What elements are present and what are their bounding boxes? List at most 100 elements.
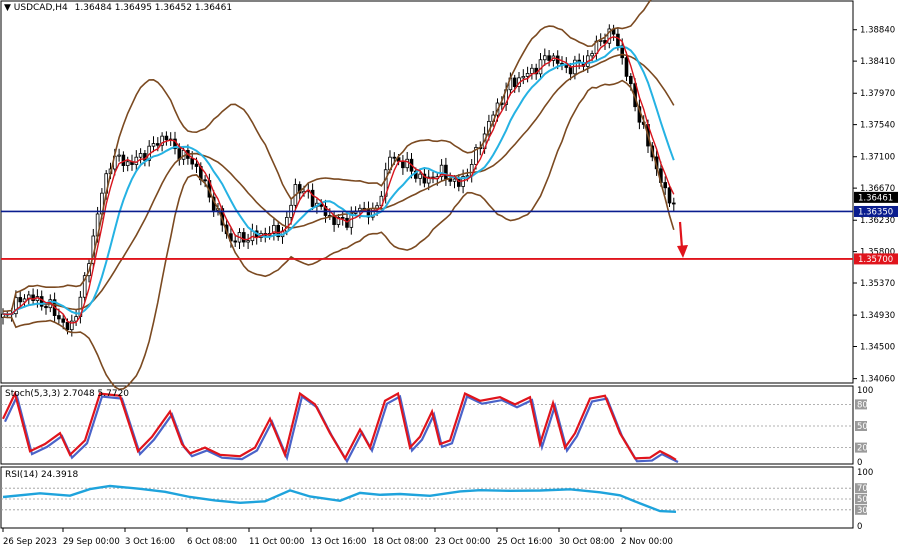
candle-body <box>246 240 250 243</box>
rsi-tick-label: 70 <box>857 484 868 494</box>
candle-body <box>117 154 121 157</box>
stoch-tick-label: 80 <box>857 400 868 410</box>
main-pane[interactable] <box>0 0 854 384</box>
rsi-level-tag <box>855 483 867 494</box>
candle-body <box>332 216 336 225</box>
candle-body <box>672 202 676 205</box>
bollinger-lower <box>2 79 675 391</box>
stoch-main-line <box>2 390 677 461</box>
candle-body <box>70 320 74 331</box>
forecast-arrow-head <box>677 245 688 258</box>
rsi-pane[interactable] <box>0 466 854 529</box>
price-tag-label: 1.36350 <box>858 208 893 218</box>
forecast-arrow-shaft <box>678 221 684 249</box>
ohlc-values: 1.36484 1.36495 1.36452 1.36461 <box>74 3 233 13</box>
candle-body <box>18 297 22 303</box>
candle-body <box>624 57 629 77</box>
stoch-label: Stoch(5,3,3) 2.7048 5.7720 <box>5 389 130 399</box>
candle-body <box>82 275 87 298</box>
price-tick-label: 1.36230 <box>860 216 895 226</box>
candle-body <box>452 178 457 182</box>
stoch-level-tag <box>855 421 867 431</box>
time-tick-label: 18 Oct 08:00 <box>373 537 428 547</box>
candle-body <box>474 147 478 165</box>
candle-body <box>310 189 315 207</box>
candle-body <box>590 53 594 57</box>
time-tick-label: 6 Oct 08:00 <box>187 537 237 547</box>
candle-body <box>616 33 620 47</box>
price-tick-label: 1.34930 <box>860 311 895 321</box>
candle-body <box>439 164 444 178</box>
price-tag-label: 1.35700 <box>858 255 893 265</box>
slow-ma-line <box>2 45 675 316</box>
candle-body <box>190 158 195 165</box>
candle-body <box>444 164 448 180</box>
candle-body <box>525 73 530 77</box>
price-tick-label: 1.34500 <box>860 343 895 353</box>
stoch-level-tag <box>855 442 867 453</box>
candle-body <box>164 135 169 141</box>
time-tick-label: 30 Oct 08:00 <box>559 537 614 547</box>
candle-body <box>241 232 246 243</box>
candle-body <box>426 176 431 184</box>
time-tick-label: 3 Oct 16:00 <box>125 537 175 547</box>
rsi-tick-label: 0 <box>857 522 862 532</box>
candle-body <box>297 184 302 194</box>
stoch-tick-label: 0 <box>857 458 862 468</box>
candle-body <box>160 135 164 146</box>
candle-body <box>663 182 667 189</box>
price-tick-label: 1.38840 <box>860 26 895 36</box>
candle-body <box>155 143 160 146</box>
rsi-tick-label: 100 <box>857 468 873 478</box>
candle-body <box>667 187 672 204</box>
time-tick-label: 23 Oct 00:00 <box>435 537 490 547</box>
price-tick-label: 1.34060 <box>860 375 895 385</box>
rsi-tick-label: 30 <box>857 506 868 516</box>
candle-body <box>405 158 409 169</box>
candle-body <box>568 67 573 75</box>
candle-body <box>151 143 156 147</box>
rsi-tick-label: 50 <box>857 495 868 505</box>
symbol-label: USDCAD,H4 <box>13 3 68 13</box>
candle-body <box>65 321 70 331</box>
price-tag <box>854 205 898 217</box>
fast-ma-line <box>2 35 675 324</box>
rsi-line <box>2 484 677 513</box>
candle-body <box>521 76 526 79</box>
stoch-tick-label: 100 <box>857 386 873 396</box>
candle-body <box>203 179 207 182</box>
candle-body <box>340 217 345 219</box>
candle-body <box>629 75 633 85</box>
candle-body <box>547 55 551 61</box>
candle-body <box>620 45 624 59</box>
candle-body <box>31 294 35 301</box>
time-tick-label: 25 Oct 16:00 <box>497 537 552 547</box>
candle-body <box>44 305 48 309</box>
price-tag-label: 1.36461 <box>858 194 893 204</box>
candle-body <box>57 315 61 320</box>
time-tick-label: 2 Nov 00:00 <box>621 537 673 547</box>
candle-body <box>607 28 612 44</box>
candle-body <box>345 217 349 228</box>
stoch-tick-label: 50 <box>857 422 868 432</box>
candle-body <box>233 240 238 243</box>
candle-body <box>401 160 405 169</box>
candle-body <box>194 163 199 167</box>
time-tick-label: 11 Oct 00:00 <box>249 537 304 547</box>
bollinger-middle <box>2 53 675 316</box>
candle-body <box>61 318 65 323</box>
candle-body <box>413 170 418 179</box>
candle-body <box>22 298 27 303</box>
price-tick-label: 1.37970 <box>860 89 895 99</box>
candle-body <box>272 224 276 234</box>
price-tick-label: 1.37100 <box>860 153 895 163</box>
candle-body <box>392 156 397 159</box>
candle-body <box>336 217 341 225</box>
collapse-arrow-icon[interactable]: ▼ <box>4 3 11 13</box>
time-tick-label: 13 Oct 16:00 <box>311 537 366 547</box>
price-tag <box>854 191 898 203</box>
candle-body <box>276 224 280 238</box>
price-tick-label: 1.35370 <box>860 279 895 289</box>
candle-body <box>530 67 534 74</box>
